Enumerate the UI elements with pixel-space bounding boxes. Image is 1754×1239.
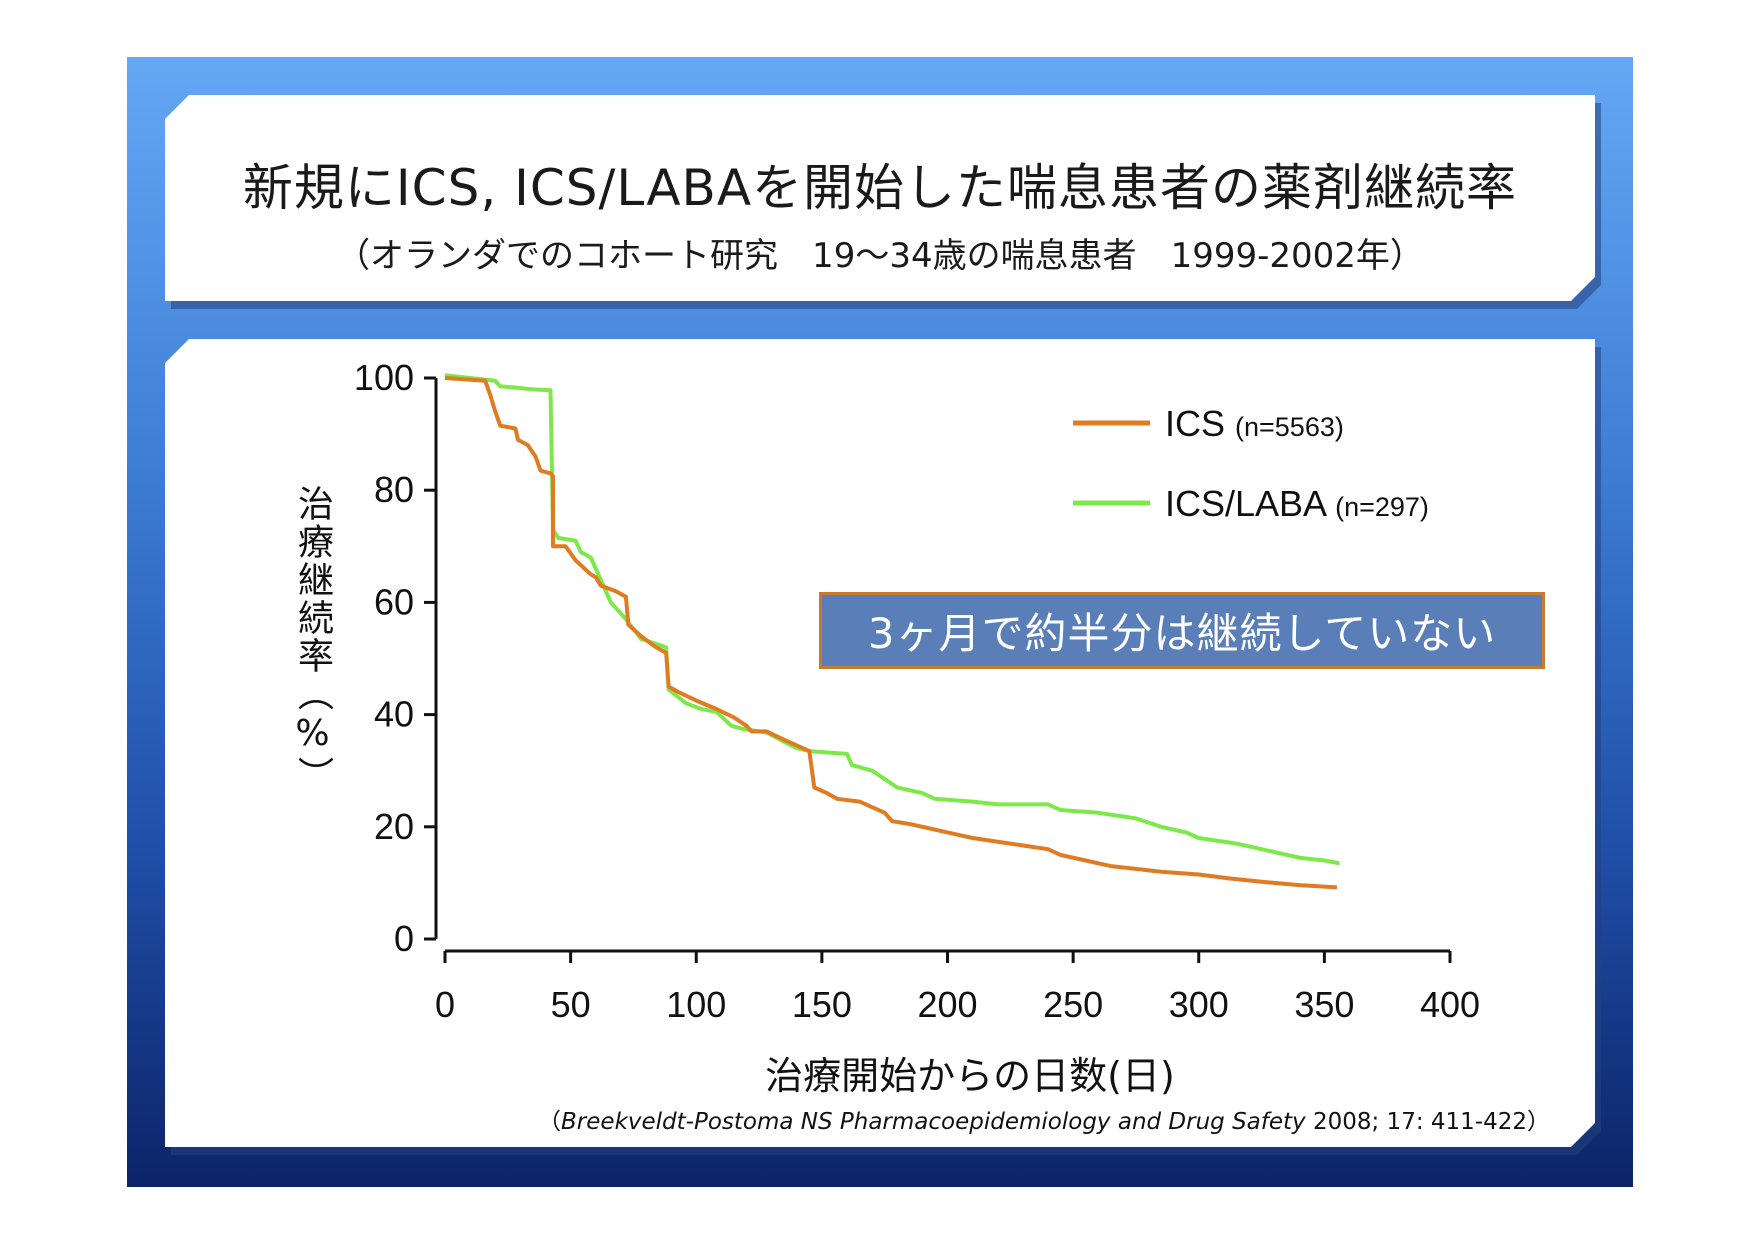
y-tick-label: 0 bbox=[394, 918, 414, 959]
chart-legend: ICS (n=5563) ICS/LABA (n=297) bbox=[1073, 403, 1429, 524]
citation-details: 2008; 17: 411-422） bbox=[1305, 1109, 1550, 1135]
page-title: 新規にICS, ICS/LABAを開始した喘息患者の薬剤継続率 bbox=[242, 159, 1518, 217]
legend-label: ICS/LABA (n=297) bbox=[1165, 483, 1429, 524]
legend-n: (n=297) bbox=[1335, 492, 1429, 522]
chart-series bbox=[444, 373, 1340, 890]
x-axis-label: 治療開始からの日数(日) bbox=[765, 1054, 1175, 1098]
y-tick-label: 40 bbox=[374, 694, 414, 735]
y-tick-label: 60 bbox=[374, 581, 414, 622]
legend-n: (n=5563) bbox=[1235, 412, 1344, 442]
title-panel bbox=[165, 95, 1595, 301]
x-tick-label: 400 bbox=[1420, 984, 1480, 1025]
citation: （Breekveldt-Postoma NS Pharmacoepidemiol… bbox=[420, 1102, 1550, 1136]
y-tick-label: 20 bbox=[374, 806, 414, 847]
x-tick-label: 150 bbox=[792, 984, 852, 1025]
callout-box: 3ヶ月で約半分は継続していない bbox=[819, 592, 1545, 669]
series-line-ics bbox=[444, 376, 1338, 890]
x-tick-label: 350 bbox=[1294, 984, 1354, 1025]
legend-label: ICS (n=5563) bbox=[1165, 403, 1344, 444]
x-tick-label: 300 bbox=[1169, 984, 1229, 1025]
y-axis-label: 治療継続率（%） bbox=[292, 485, 333, 794]
chart-axes: 0 20 40 60 80 100 0 50 100 150 200 250 300 350 400 bbox=[354, 357, 1480, 1025]
y-tick-label: 80 bbox=[374, 469, 414, 510]
citation-open: （ bbox=[538, 1109, 562, 1135]
citation-source: Breekveldt-Postoma NS Pharmacoepidemiolo… bbox=[561, 1109, 1306, 1135]
chart-panel bbox=[165, 339, 1595, 1147]
y-tick-label: 100 bbox=[354, 357, 414, 398]
x-tick-label: 100 bbox=[666, 984, 726, 1025]
x-tick-label: 200 bbox=[917, 984, 977, 1025]
x-tick-label: 50 bbox=[551, 984, 591, 1025]
page-subtitle: （オランダでのコホート研究 19〜34歳の喘息患者 1999-2002年） bbox=[336, 236, 1424, 276]
x-tick-label: 0 bbox=[435, 984, 455, 1025]
x-tick-label: 250 bbox=[1043, 984, 1103, 1025]
